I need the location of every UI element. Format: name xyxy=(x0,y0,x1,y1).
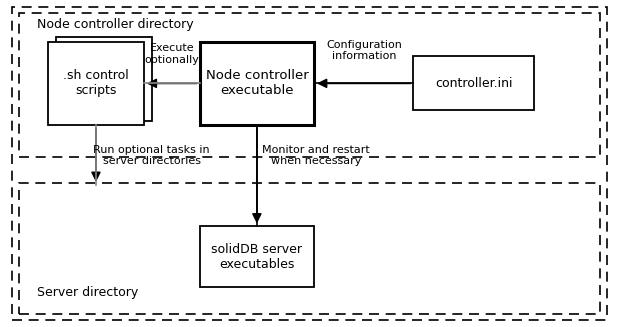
Text: .sh control
scripts: .sh control scripts xyxy=(63,69,129,97)
Text: solidDB server
executables: solidDB server executables xyxy=(211,243,303,271)
Bar xyxy=(19,13,600,157)
Text: Monitor and restart
when necessary: Monitor and restart when necessary xyxy=(262,145,370,166)
Text: Run optional tasks in
server directories: Run optional tasks in server directories xyxy=(93,145,210,166)
Bar xyxy=(199,42,314,125)
Bar xyxy=(199,226,314,287)
Bar xyxy=(56,38,152,121)
Text: Node controller
executable: Node controller executable xyxy=(206,69,308,97)
Text: Node controller directory: Node controller directory xyxy=(37,18,194,31)
Text: Execute
optionally: Execute optionally xyxy=(145,43,199,65)
Text: Configuration
information: Configuration information xyxy=(326,40,402,61)
Bar xyxy=(413,57,534,111)
Text: controller.ini: controller.ini xyxy=(435,77,513,90)
Text: Server directory: Server directory xyxy=(37,286,139,299)
Bar xyxy=(48,42,144,125)
Bar xyxy=(19,183,600,314)
